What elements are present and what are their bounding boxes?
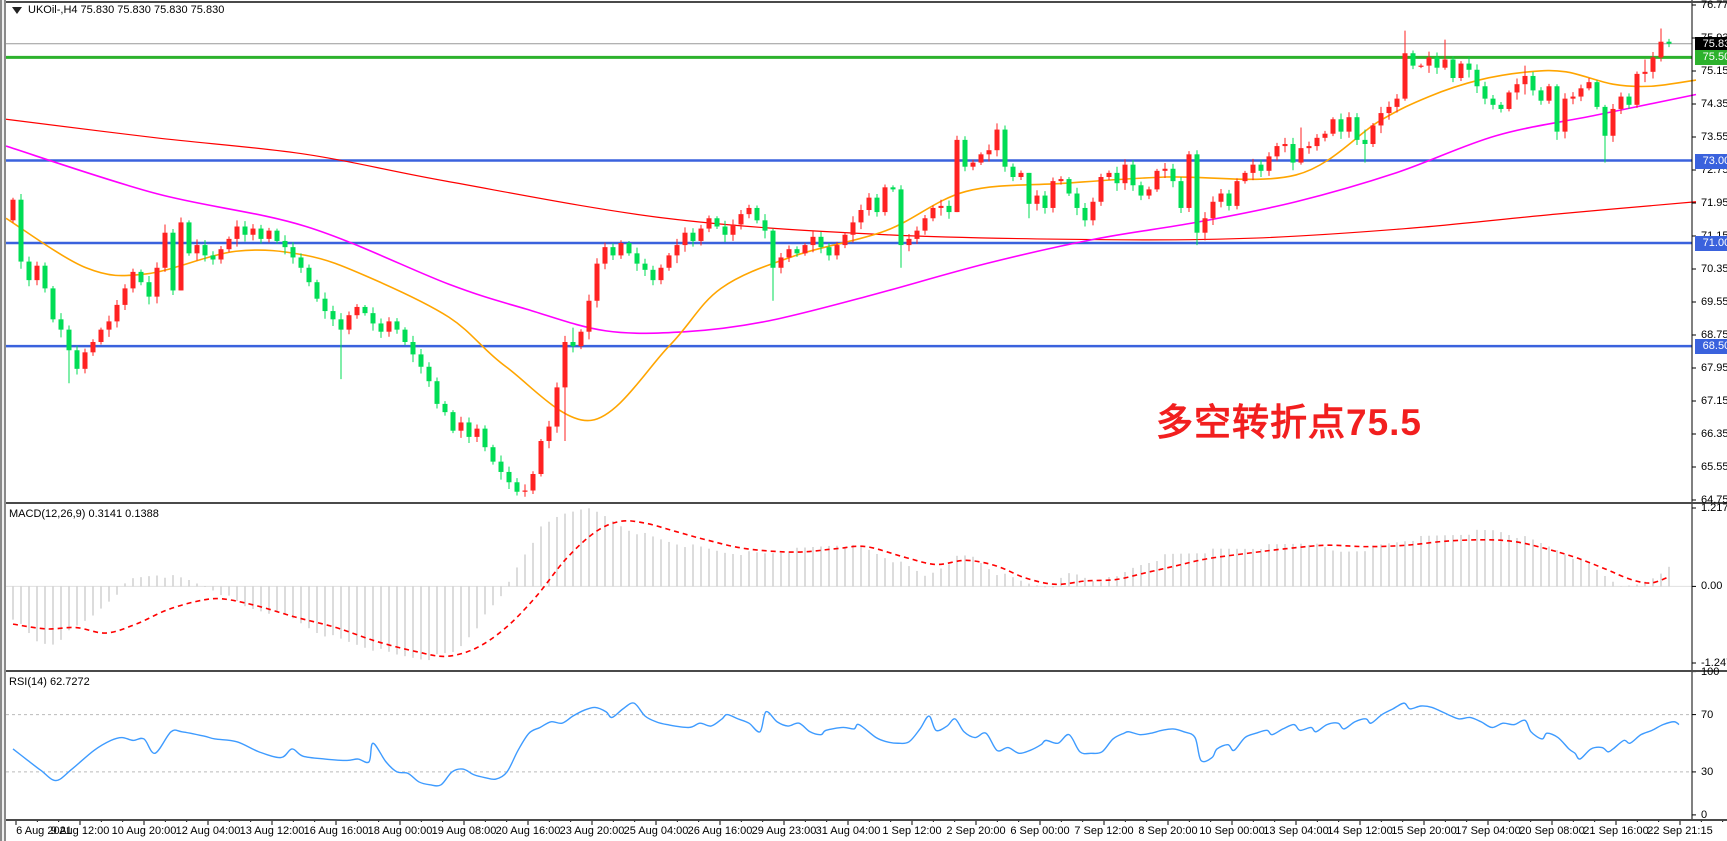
time-tick-label: 10 Sep 00:00 — [1199, 825, 1265, 837]
time-tick-label: 25 Aug 04:00 — [623, 825, 689, 837]
time-tick-label: 8 Sep 20:00 — [1138, 825, 1198, 837]
symbol-dropdown-icon[interactable] — [12, 6, 22, 14]
time-tick-label: 20 Sep 08:00 — [1519, 825, 1585, 837]
price-tick-label: 68.750 — [1701, 329, 1727, 341]
price-tick-label: 73.550 — [1701, 131, 1727, 143]
time-tick-label: 17 Sep 04:00 — [1455, 825, 1521, 837]
time-tick-label: 14 Sep 12:00 — [1327, 825, 1393, 837]
panel-border-top — [6, 1, 1727, 3]
price-tick-label: 66.350 — [1701, 428, 1727, 440]
rsi-tick-label: 30 — [1701, 765, 1714, 778]
time-tick-label: 15 Sep 20:00 — [1391, 825, 1457, 837]
rsi-tick-label: 100 — [1701, 665, 1720, 678]
price-level-tag: 71.000 — [1695, 236, 1727, 251]
time-tick-label: 29 Aug 23:00 — [751, 825, 817, 837]
chart-annotation-text: 多空转折点75.5 — [1156, 402, 1423, 443]
price-tick-label: 69.550 — [1701, 296, 1727, 308]
time-tick-label: 2 Sep 20:00 — [946, 825, 1006, 837]
symbol-title-text: UKOil-,H4 75.830 75.830 75.830 75.830 — [28, 4, 225, 16]
chart-stack: UKOil-,H4 75.830 75.830 75.830 75.830 MA… — [6, 0, 1727, 841]
time-tick-label: 13 Aug 12:00 — [239, 825, 305, 837]
time-tick-label: 31 Aug 04:00 — [815, 825, 881, 837]
rsi-indicator-label: RSI(14) 62.7272 — [9, 676, 90, 688]
time-tick-label: 6 Sep 00:00 — [1010, 825, 1070, 837]
rsi-tick-label: 70 — [1701, 708, 1714, 721]
time-tick-label: 1 Sep 12:00 — [882, 825, 942, 837]
time-tick-label: 26 Aug 16:00 — [687, 825, 753, 837]
price-tick-label: 65.550 — [1701, 461, 1727, 473]
macd-indicator-label: MACD(12,26,9) 0.3141 0.1388 — [9, 508, 159, 520]
window-left-splitter[interactable] — [0, 0, 6, 841]
price-tick-label: 67.150 — [1701, 395, 1727, 407]
price-tick-label: 64.750 — [1701, 494, 1727, 506]
macd-tick-label: 0.00 — [1701, 580, 1723, 593]
price-tick-label: 67.950 — [1701, 362, 1727, 374]
panel-separator-main-macd[interactable] — [6, 502, 1727, 504]
rsi-tick-label: 0 — [1701, 808, 1708, 821]
time-tick-label: 7 Sep 12:00 — [1074, 825, 1134, 837]
time-tick-label: 20 Aug 16:00 — [495, 825, 561, 837]
ma-fast-orange — [6, 69, 1697, 422]
time-tick-label: 6 Aug 2021 — [16, 825, 72, 837]
price-tick-label: 71.950 — [1701, 197, 1727, 209]
panel-separator-macd-rsi[interactable] — [6, 670, 1727, 672]
time-tick-label: 10 Aug 20:00 — [111, 825, 177, 837]
price-tick-label: 76.770 — [1701, 0, 1727, 11]
price-tick-label: 74.350 — [1701, 98, 1727, 110]
time-tick-label: 23 Aug 20:00 — [559, 825, 625, 837]
time-tick-label: 21 Sep 16:00 — [1583, 825, 1649, 837]
ma-mid-magenta — [6, 93, 1697, 335]
time-tick-label: 9 Aug 12:00 — [50, 825, 110, 837]
price-tick-label: 75.150 — [1701, 65, 1727, 77]
macd-tick-label: 1.2172 — [1701, 502, 1727, 514]
price-level-tag: 73.000 — [1695, 153, 1727, 169]
price-level-tag: 75.500 — [1695, 50, 1727, 66]
time-tick-label: 12 Aug 04:00 — [175, 825, 241, 837]
panel-separator-rsi-xaxis — [6, 819, 1727, 821]
time-tick-label: 18 Aug 00:00 — [367, 825, 433, 837]
price-level-tag: 75.830 — [1695, 36, 1727, 52]
price-tick-label: 70.350 — [1701, 263, 1727, 275]
time-tick-label: 13 Sep 04:00 — [1263, 825, 1329, 837]
ma-slow-red — [6, 118, 1697, 241]
macd-tick-label: -1.2479 — [1701, 657, 1727, 669]
macd-signal-line — [12, 519, 1670, 658]
price-level-tag: 68.500 — [1695, 339, 1727, 355]
rsi-line — [12, 702, 1680, 787]
chart-canvas[interactable] — [6, 0, 1727, 841]
time-tick-label: 22 Sep 21:15 — [1647, 825, 1713, 837]
time-tick-label: 19 Aug 08:00 — [431, 825, 497, 837]
symbol-title: UKOil-,H4 75.830 75.830 75.830 75.830 — [12, 4, 224, 16]
time-tick-label: 16 Aug 16:00 — [303, 825, 369, 837]
